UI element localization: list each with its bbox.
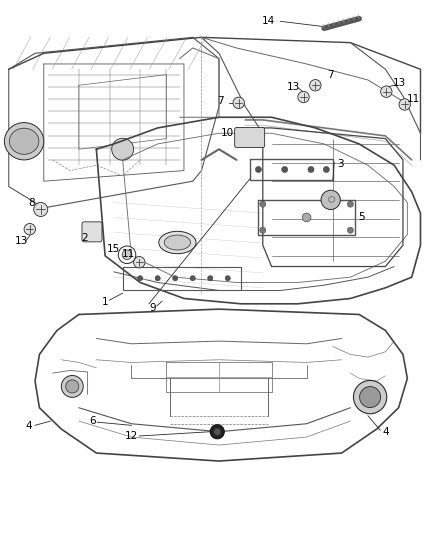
- FancyBboxPatch shape: [235, 127, 265, 148]
- Text: 3: 3: [337, 159, 344, 169]
- Text: ⬡: ⬡: [327, 196, 334, 204]
- Ellipse shape: [159, 231, 196, 254]
- Text: 11: 11: [407, 94, 420, 103]
- Ellipse shape: [9, 128, 39, 155]
- Text: 14: 14: [261, 17, 275, 26]
- Circle shape: [233, 97, 244, 109]
- Text: 4: 4: [25, 422, 32, 431]
- Circle shape: [323, 166, 329, 173]
- Circle shape: [210, 425, 224, 439]
- Text: 15: 15: [107, 245, 120, 254]
- Circle shape: [122, 250, 132, 260]
- Circle shape: [282, 166, 288, 173]
- Circle shape: [34, 203, 48, 216]
- Circle shape: [155, 276, 160, 281]
- Text: 13: 13: [14, 237, 28, 246]
- Circle shape: [310, 79, 321, 91]
- Circle shape: [214, 428, 221, 435]
- Ellipse shape: [164, 235, 191, 250]
- Text: 1: 1: [102, 297, 109, 307]
- Circle shape: [134, 256, 145, 268]
- Text: 2: 2: [81, 233, 88, 243]
- Circle shape: [190, 276, 195, 281]
- Circle shape: [255, 166, 261, 173]
- Circle shape: [260, 227, 266, 233]
- Circle shape: [225, 276, 230, 281]
- Circle shape: [66, 380, 79, 393]
- Text: 12: 12: [125, 431, 138, 441]
- Ellipse shape: [4, 123, 44, 160]
- Circle shape: [24, 223, 35, 235]
- Circle shape: [118, 246, 136, 263]
- Text: 13: 13: [393, 78, 406, 87]
- Circle shape: [321, 190, 340, 209]
- Circle shape: [61, 375, 83, 398]
- Circle shape: [298, 91, 309, 103]
- Circle shape: [347, 201, 353, 207]
- Circle shape: [399, 99, 410, 110]
- Circle shape: [308, 166, 314, 173]
- Circle shape: [347, 227, 353, 233]
- Text: 11: 11: [122, 249, 135, 259]
- Circle shape: [353, 381, 387, 414]
- Circle shape: [381, 86, 392, 98]
- Circle shape: [208, 276, 213, 281]
- Text: 9: 9: [149, 303, 156, 313]
- Text: 13: 13: [287, 82, 300, 92]
- Text: 10: 10: [221, 128, 234, 138]
- Text: 4: 4: [382, 427, 389, 437]
- Circle shape: [173, 276, 178, 281]
- Text: 7: 7: [327, 70, 334, 79]
- FancyBboxPatch shape: [82, 222, 102, 242]
- Text: 5: 5: [358, 213, 365, 222]
- Text: 7: 7: [217, 96, 224, 106]
- Text: 6: 6: [89, 416, 96, 426]
- Text: 8: 8: [28, 198, 35, 207]
- Circle shape: [112, 138, 134, 160]
- Circle shape: [302, 213, 311, 222]
- Circle shape: [260, 201, 266, 207]
- Circle shape: [138, 276, 143, 281]
- Circle shape: [360, 386, 381, 408]
